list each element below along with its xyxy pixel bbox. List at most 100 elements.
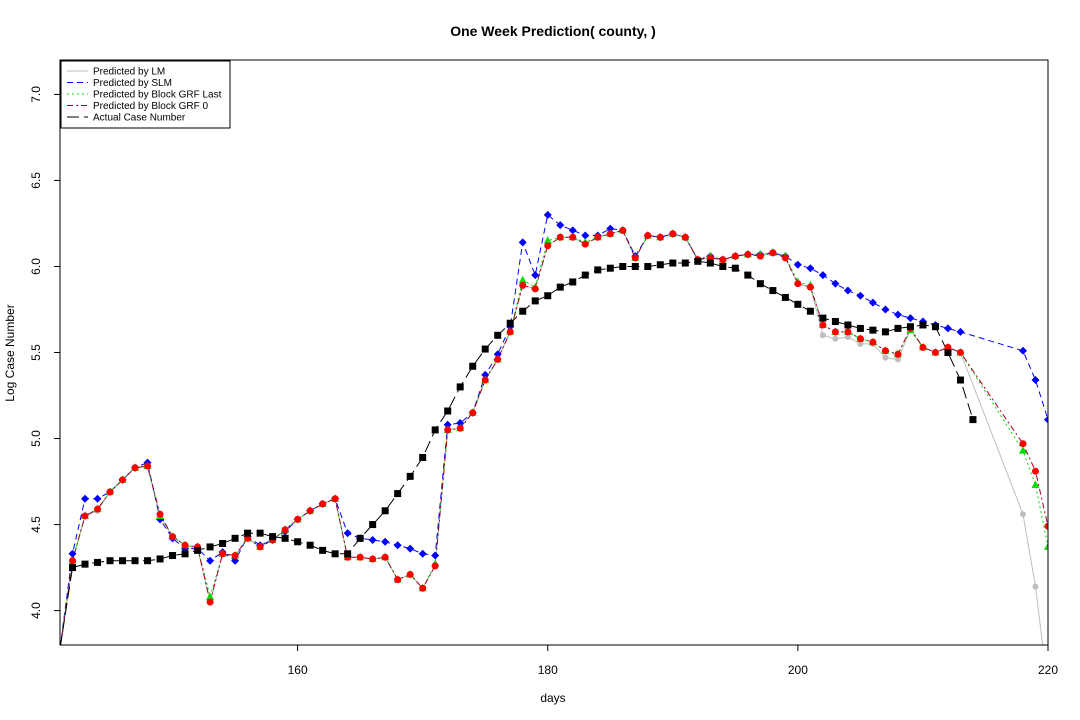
data-point-actual [956, 376, 964, 384]
data-point-actual [131, 557, 139, 565]
data-point-grf-0 [581, 240, 589, 248]
data-point-slm [1018, 346, 1027, 355]
data-point-grf-0 [781, 254, 789, 262]
data-point-grf-0 [506, 328, 514, 336]
data-point-grf-0 [831, 328, 839, 336]
series-line [60, 229, 1048, 645]
data-point-grf-0 [381, 553, 389, 561]
x-axis-label: days [540, 691, 565, 705]
data-point-grf-last [206, 592, 215, 600]
data-point-actual [106, 557, 114, 565]
series-2 [60, 229, 1048, 645]
data-point-grf-0 [519, 281, 527, 289]
data-point-grf-0 [94, 505, 102, 513]
data-point-grf-0 [369, 555, 377, 563]
data-point-actual [256, 529, 264, 537]
data-point-grf-0 [1031, 467, 1039, 475]
data-point-grf-0 [69, 557, 77, 565]
data-point-grf-0 [181, 541, 189, 549]
data-point-actual [794, 300, 802, 308]
series-1 [60, 213, 1048, 645]
data-point-grf-0 [231, 552, 239, 560]
data-point-grf-0 [744, 250, 752, 258]
data-point-grf-last [518, 275, 527, 284]
data-point-grf-0 [1019, 440, 1027, 448]
data-point-grf-0 [144, 462, 152, 470]
y-tick-label: 5.0 [29, 430, 43, 447]
data-point-actual [894, 324, 902, 332]
data-point-grf-0 [419, 584, 427, 592]
data-point-grf-0 [681, 233, 689, 241]
y-tick-label: 6.5 [29, 172, 43, 189]
data-point-actual [669, 259, 677, 267]
data-point-grf-0 [444, 426, 452, 434]
data-point-actual [631, 262, 639, 270]
data-point-grf-0 [106, 488, 114, 496]
data-point-slm [893, 310, 902, 319]
data-point-slm [1031, 376, 1040, 385]
data-point-slm [231, 556, 240, 565]
data-point-slm [581, 231, 590, 240]
data-point-grf-0 [319, 500, 327, 508]
data-point-slm [881, 305, 890, 314]
data-point-slm [368, 536, 377, 545]
data-point-grf-0 [256, 543, 264, 551]
legend-box [60, 60, 231, 129]
data-point-actual [469, 362, 477, 370]
data-point-actual [181, 550, 189, 558]
data-point-actual [431, 426, 439, 434]
data-point-actual [356, 534, 364, 542]
data-point-slm [418, 549, 427, 558]
data-point-grf-0 [669, 230, 677, 238]
data-point-slm [531, 271, 540, 280]
data-point-grf-0 [656, 233, 664, 241]
series-line [60, 229, 1044, 645]
data-point-grf-0 [306, 507, 314, 515]
data-point-actual [194, 546, 202, 554]
data-point-actual [769, 287, 777, 295]
y-tick-label: 7.0 [29, 86, 43, 103]
data-point-lm [1032, 583, 1039, 590]
data-point-slm [843, 286, 852, 295]
data-point-slm [406, 544, 415, 553]
data-point-actual [381, 507, 389, 515]
data-point-actual [744, 271, 752, 279]
data-point-lm [819, 332, 826, 339]
data-point-lm [882, 354, 889, 361]
data-point-grf-0 [81, 512, 89, 520]
chart-title: One Week Prediction( county, ) [450, 23, 656, 39]
data-point-grf-0 [931, 349, 939, 356]
data-point-actual [931, 323, 939, 331]
data-point-actual [231, 534, 239, 542]
data-point-slm [481, 370, 490, 379]
data-point-grf-0 [406, 570, 414, 578]
data-point-slm [518, 238, 527, 247]
axis-ticks: 160 180 200 220 4.0 4.5 5.0 5.5 6.0 6.5 7.0 [29, 86, 1058, 677]
data-point-actual [531, 297, 539, 305]
data-point-slm [556, 221, 565, 230]
data-point-grf-0 [644, 232, 652, 239]
data-point-grf-0 [556, 233, 564, 241]
data-point-slm [868, 298, 877, 307]
data-point-grf-0 [331, 495, 339, 503]
data-point-actual [219, 539, 227, 547]
data-point-slm [206, 556, 215, 565]
data-point-actual [244, 529, 252, 537]
data-point-actual [81, 560, 89, 568]
data-point-actual [694, 257, 702, 265]
legend-label: Actual Case Number [93, 113, 186, 124]
data-point-grf-0 [394, 576, 402, 584]
data-point-slm [1044, 415, 1048, 424]
data-point-grf-0 [594, 233, 602, 241]
data-point-actual [731, 264, 739, 272]
data-point-actual [306, 541, 314, 549]
data-point-actual [831, 318, 839, 326]
series-line [60, 229, 1048, 645]
data-point-lm [1019, 511, 1026, 518]
data-point-slm [393, 541, 402, 550]
data-point-slm [831, 279, 840, 288]
x-tick-label: 180 [538, 663, 558, 677]
data-point-actual [969, 416, 977, 424]
legend-label: Predicted by Block GRF 0 [93, 101, 208, 112]
legend-label: Predicted by LM [93, 67, 165, 78]
